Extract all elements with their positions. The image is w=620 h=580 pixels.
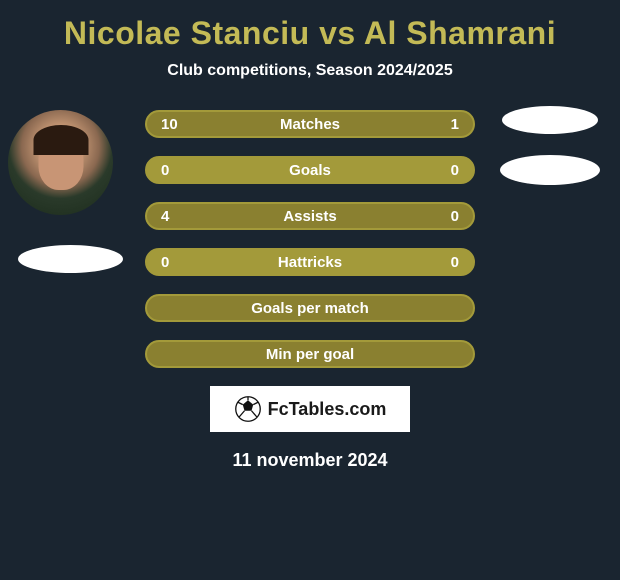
stat-value-left: 10 [161,116,178,133]
stat-bar-hattricks: 0 Hattricks 0 [145,248,475,276]
stat-value-right: 0 [451,254,459,271]
stat-bar-assists: 4 Assists 0 [145,202,475,230]
player-right-badge-top [502,106,598,134]
stat-value-right: 1 [451,116,459,133]
bar-fill-left [147,112,408,136]
page-subtitle: Club competitions, Season 2024/2025 [167,62,452,80]
stat-label: Hattricks [278,254,342,271]
player-left-badge [18,245,123,273]
bar-fill-right [408,112,473,136]
player-right-badge [500,155,600,185]
stat-label: Matches [280,116,340,133]
branding-text: FcTables.com [268,399,387,420]
stat-value-left: 0 [161,162,169,179]
soccer-ball-icon [234,395,262,423]
infographic-container: Nicolae Stanciu vs Al Shamrani Club comp… [0,0,620,481]
date-label: 11 november 2024 [232,450,387,471]
stat-value-left: 4 [161,208,169,225]
main-area: 10 Matches 1 0 Goals 0 4 Assists 0 [0,110,620,368]
stat-bar-min-per-goal: Min per goal [145,340,475,368]
stat-bar-matches: 10 Matches 1 [145,110,475,138]
player-left-avatar [8,110,113,215]
stat-label: Assists [283,208,336,225]
stat-label: Min per goal [266,346,354,363]
stats-bars: 10 Matches 1 0 Goals 0 4 Assists 0 [145,110,475,368]
stat-label: Goals per match [251,300,369,317]
stat-value-left: 0 [161,254,169,271]
stat-value-right: 0 [451,208,459,225]
page-title: Nicolae Stanciu vs Al Shamrani [64,15,556,52]
stat-bar-goals-per-match: Goals per match [145,294,475,322]
stat-bar-goals: 0 Goals 0 [145,156,475,184]
stat-value-right: 0 [451,162,459,179]
branding-badge: FcTables.com [210,386,410,432]
stat-label: Goals [289,162,331,179]
